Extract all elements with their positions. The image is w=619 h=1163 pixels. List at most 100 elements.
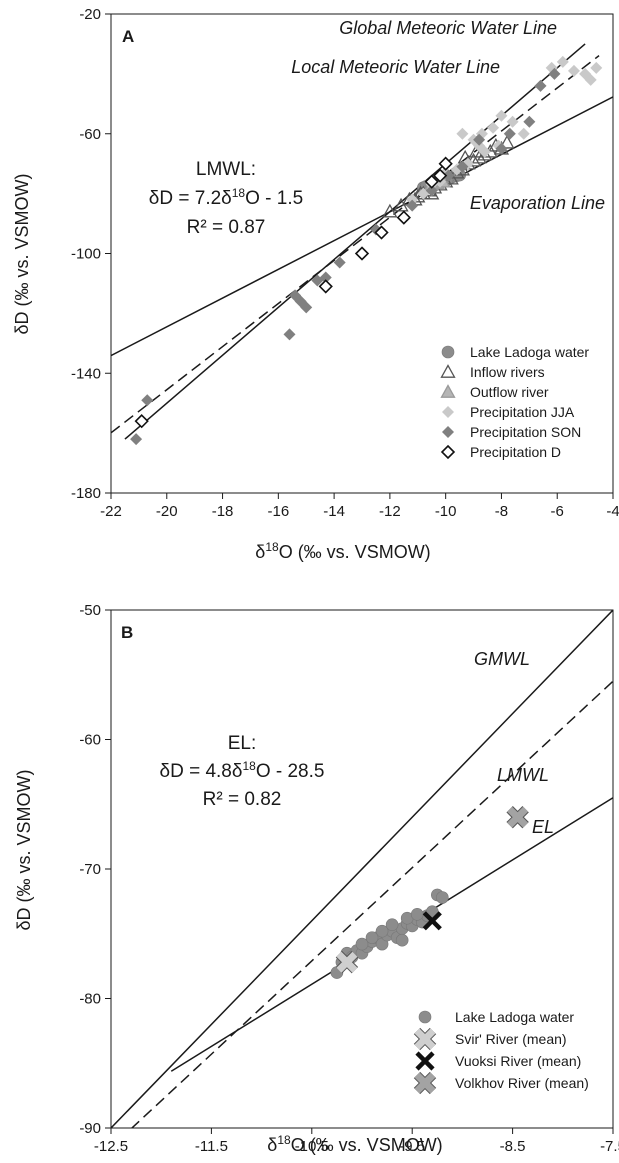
panel-a-point-precipitation-son	[130, 433, 143, 446]
panel-b-legend-label: Lake Ladoga water	[455, 1009, 574, 1025]
panel-a-points	[130, 55, 603, 446]
panel-a-legend-marker-lake-ladoga-water	[441, 345, 455, 359]
panel-a-point-precipitation-son	[300, 301, 313, 314]
panel-b-xlabel: δ18O (‰ vs. VSMOW)	[267, 1133, 442, 1155]
panel-b-point-lake-ladoga-water	[410, 908, 424, 921]
panel-a-line-evaporation-line	[111, 96, 613, 357]
panel-a-eq-title: LMWL:	[196, 159, 256, 180]
panel-b-line-lmwl	[130, 680, 613, 1128]
panel-a-point-precipitation-jja	[495, 109, 508, 122]
panel-a-line-label-gmwl: Global Meteoric Water Line	[339, 18, 557, 38]
panel-a-ytick-label: -20	[79, 6, 101, 23]
panel-a-point-precipitation-jja	[478, 145, 491, 158]
panel-b-point-vuoksi-river-mean	[422, 911, 442, 931]
panel-b-legend-item: Svir' River (mean)	[413, 1027, 567, 1051]
panel-a-legend-item: Outflow river	[440, 384, 549, 400]
panel-a-xtick-label: -10	[435, 503, 457, 520]
panel-a-line-local-meteoric-water-line	[111, 55, 600, 434]
panel-a-legend-label: Precipitation SON	[470, 424, 581, 440]
panel-b-xtick-label: -12.5	[94, 1138, 128, 1155]
panel-b-ylabel: δD (‰ vs. VSMOW)	[14, 769, 34, 930]
panel-a-point-precipitation-jja	[487, 121, 500, 134]
panel-a-point-inflow-rivers	[382, 203, 398, 218]
panel-b-point-lake-ladoga-water	[436, 891, 449, 904]
panel-a-xtick-label: -14	[323, 503, 345, 520]
panel-a-point-precipitation-d	[432, 168, 448, 183]
panel-b-ytick-label: -60	[79, 732, 101, 749]
panel-a-xlabel: δ18O (‰ vs. VSMOW)	[255, 540, 430, 562]
panel-b-legend-marker-lake-ladoga-water	[418, 1010, 432, 1024]
panel-a-point-precipitation-son	[442, 169, 455, 182]
panel-a-point-precipitation-son	[333, 256, 346, 269]
panel-a-xtick-label: -16	[267, 503, 289, 520]
panel-a-point-precipitation-jja	[567, 64, 580, 77]
panel-a-point-precipitation-d	[424, 174, 439, 189]
panel-a-ytick-label: -60	[79, 126, 101, 143]
panel-b-line-label-gmwl: GMWL	[474, 649, 530, 669]
panel-a-legend-marker-precipitation-jja	[442, 406, 454, 418]
panel-b-point-svir-river-mean	[335, 951, 359, 974]
panel-a-legend-marker-outflow-river	[440, 384, 456, 398]
panel-b-line-label-el: EL	[532, 817, 554, 837]
panel-a-lines	[111, 43, 613, 440]
panel-a-legend-item: Precipitation JJA	[442, 404, 575, 420]
panel-a-legend-label: Precipitation D	[470, 444, 561, 460]
panel-b-eq-r2: R² = 0.82	[203, 789, 282, 810]
panel-a-point-precipitation-d	[374, 225, 389, 240]
panel-a-xtick-label: -6	[551, 503, 564, 520]
panel-a-legend-marker-precipitation-son	[442, 426, 454, 438]
panel-a-ylabel: δD (‰ vs. VSMOW)	[12, 173, 32, 334]
panel-a-ytick-label: -140	[71, 365, 101, 382]
panel-a-point-precipitation-jja	[456, 127, 469, 140]
panel-b: -12.5 -11.5 -10.5 -9.5 -8.5 -7.5 -90 -80 -70 -60…	[14, 602, 619, 1155]
panel-b-legend-label: Svir' River (mean)	[455, 1031, 567, 1047]
panel-a-point-precipitation-son	[425, 184, 438, 197]
panel-b-legend-marker-vuoksi-river-mean	[415, 1051, 435, 1071]
panel-a-legend-label: Outflow river	[470, 384, 549, 400]
panel-a-point-precipitation-d	[318, 279, 333, 294]
panel-b-xtick-label: -7.5	[600, 1138, 619, 1155]
panel-a-legend-item: Precipitation SON	[442, 424, 581, 440]
panel-b-line-label-lmwl: LMWL	[497, 765, 549, 785]
panel-a-eq-r2: R² = 0.87	[187, 217, 266, 238]
panel-b-xtick-label: -11.5	[195, 1138, 228, 1155]
panel-a-point-precipitation-son	[548, 67, 561, 80]
panel-b-xticks: -12.5 -11.5 -10.5 -9.5 -8.5 -7.5	[94, 1128, 619, 1155]
panel-a-legend-item: Precipitation D	[440, 444, 561, 460]
panel-b-point-lake-ladoga-water	[365, 931, 379, 944]
panel-b-point-lake-ladoga-water	[395, 933, 409, 947]
panel-b-line-gmwl	[111, 610, 613, 1128]
panel-b-legend-item: Volkhov River (mean)	[413, 1071, 589, 1095]
panel-a-legend-marker-precipitation-d	[440, 444, 456, 460]
panel-b-xtick-label: -10.5	[295, 1138, 329, 1155]
panel-a-xtick-label: -20	[156, 503, 178, 520]
panel-a-legend-item: Inflow rivers	[440, 364, 545, 380]
panel-b-xtick-label: -9.5	[399, 1138, 425, 1155]
panel-a-point-precipitation-jja	[590, 61, 603, 74]
panel-b-point-lake-ladoga-water	[385, 918, 399, 931]
panel-b-points	[330, 806, 529, 979]
panel-b-letter: B	[121, 623, 133, 642]
panel-a-equation: LMWL: δD = 7.2δ18O - 1.5 R² = 0.87	[149, 159, 303, 238]
panel-a-letter: A	[122, 27, 134, 46]
panel-a-eq-formula: δD = 7.2δ18O - 1.5	[149, 186, 303, 209]
panel-a-point-precipitation-son	[473, 133, 486, 146]
panel-b-xtick-label: -8.5	[500, 1138, 526, 1155]
panel-a-xtick-label: -12	[379, 503, 401, 520]
panel-b-lines	[111, 610, 613, 1128]
panel-b-legend: Lake Ladoga water Svir' River (mean) Vuoks…	[413, 1009, 589, 1095]
panel-a-point-precipitation-son	[495, 142, 508, 155]
panel-b-point-lake-ladoga-water	[355, 937, 369, 951]
panel-b-eq-title: EL:	[228, 733, 257, 754]
panel-a-legend-marker-inflow-rivers	[440, 364, 456, 378]
panel-a-ytick-label: -180	[71, 485, 101, 502]
panel-a-point-precipitation-jja	[556, 55, 569, 68]
panel-b-legend-marker-svir-river-mean	[413, 1027, 437, 1051]
panel-a-legend-item: Lake Ladoga water	[441, 344, 589, 360]
panel-b-legend-label: Volkhov River (mean)	[455, 1075, 589, 1091]
panel-a-legend-label: Inflow rivers	[470, 364, 545, 380]
panel-a-legend: Lake Ladoga water Inflow rivers Outflow ri…	[440, 344, 589, 460]
panel-a-point-precipitation-son	[141, 394, 154, 407]
panel-a-xtick-label: -4	[606, 503, 619, 520]
panel-b-legend-marker-volkhov-river-mean	[413, 1071, 437, 1095]
